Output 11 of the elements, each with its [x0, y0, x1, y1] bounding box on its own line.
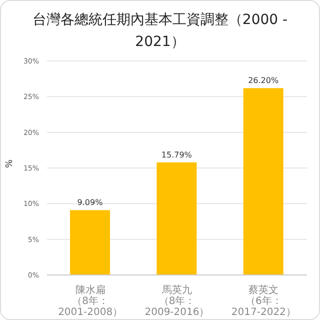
x-tick-label: 陳水扁（8年：2001-2008）	[58, 284, 123, 318]
data-label: 9.09%	[77, 198, 104, 208]
x-tick-label: 蔡英文（6年：2017-2022）	[231, 284, 296, 318]
data-label: 26.20%	[248, 76, 279, 86]
chart-title: 台灣各總統任期內基本工資調整（2000 - 2021）	[31, 11, 289, 52]
bar	[70, 210, 110, 275]
y-axis-title: %	[5, 159, 16, 168]
x-tick-label: 馬英九（8年：2009-2016）	[144, 284, 210, 318]
bar	[243, 88, 284, 275]
data-label: 15.79%	[161, 150, 192, 160]
bar	[156, 162, 197, 275]
